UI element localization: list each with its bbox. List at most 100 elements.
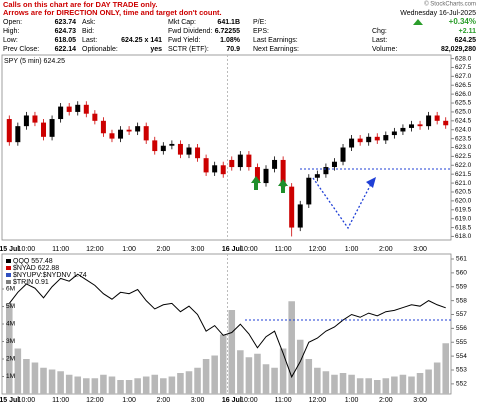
field-value: 6.72255: [215, 28, 240, 35]
field-label: Fwd Yield:: [168, 37, 200, 44]
x-tick-label: 16 Jul: [222, 246, 242, 253]
candle-body: [366, 136, 372, 143]
volume-bar: [339, 373, 347, 394]
candle-body: [195, 147, 201, 159]
volume-bar: [23, 359, 30, 394]
y-tick-label: 623.0: [455, 144, 472, 151]
candle-body: [23, 115, 29, 127]
candle-body: [41, 122, 47, 137]
y-tick-label: 3M: [6, 338, 15, 345]
field-label: Last:: [372, 37, 387, 44]
candle-body: [75, 104, 81, 112]
field-value: 618.05: [55, 37, 77, 44]
candle-body: [331, 161, 337, 168]
candle-body: [289, 186, 295, 228]
volume-bar: [108, 376, 116, 394]
y2-tick-label: 561: [456, 256, 467, 263]
volume-bar: [245, 357, 253, 394]
y2-tick-label: 558: [456, 297, 467, 304]
candle-body: [272, 159, 278, 169]
volume-bar: [416, 373, 424, 394]
direction-arrow: [312, 177, 372, 230]
volume-bar: [288, 301, 295, 394]
volume-bar: [74, 376, 82, 394]
volume-bar: [305, 359, 313, 394]
y-tick-label: 618.0: [455, 233, 472, 240]
candle-body: [374, 136, 380, 141]
x-tick-label: 2:00: [157, 397, 171, 404]
change-percent: +0.34%: [449, 17, 476, 26]
y-tick-label: 627.0: [455, 73, 472, 80]
x-tick-label: 3:00: [191, 397, 205, 404]
series-line: [8, 273, 446, 379]
candle-body: [306, 177, 312, 205]
x-tick-label: 12:00: [309, 246, 327, 253]
volume-bar: [211, 355, 218, 394]
candle-body: [246, 154, 252, 168]
field-label: Volume:: [372, 46, 397, 53]
volume-bar: [117, 380, 124, 394]
volume-bar: [399, 374, 407, 394]
candle-body: [32, 115, 38, 123]
y-tick-label: 1M: [6, 373, 15, 380]
price-panel: [1, 54, 452, 241]
volume-bar: [134, 378, 141, 394]
field-value: 624.25: [455, 37, 477, 44]
legend-label: $NYUPV:$NYDNV 1.74: [13, 272, 87, 279]
field-value: 1.08%: [220, 37, 241, 44]
candle-body: [92, 113, 98, 121]
candle-body: [83, 104, 89, 114]
candle-body: [297, 204, 303, 228]
x-tick-label: 10:00: [18, 397, 36, 404]
field-label: Optionable:: [82, 46, 118, 53]
candle-body: [177, 143, 183, 155]
volume-bar: [373, 380, 381, 394]
candle-body: [203, 158, 209, 173]
candle-body: [434, 115, 440, 121]
volume-bar: [40, 367, 47, 394]
candle-body: [58, 106, 64, 120]
candle-body: [254, 167, 260, 184]
volume-bar: [391, 376, 398, 394]
volume-bar: [6, 303, 13, 394]
candle-body: [6, 119, 12, 143]
up-triangle: [413, 19, 423, 25]
candle-body: [220, 165, 226, 175]
x-tick-label: 2:00: [379, 246, 393, 253]
volume-bar: [382, 378, 390, 394]
x-tick-label: 16 Jul: [222, 397, 242, 404]
legend-swatch: [6, 280, 11, 284]
field-label: P/E:: [253, 19, 266, 26]
legend-label: $NYAD 622.88: [13, 265, 59, 272]
volume-bar: [322, 371, 330, 394]
field-value: 624.25 x 141: [121, 37, 162, 44]
x-tick-label: 1:00: [122, 246, 136, 253]
field-label: Mkt Cap:: [168, 19, 196, 26]
candle-body: [443, 120, 449, 126]
candle-body: [400, 127, 406, 132]
volume-bar: [185, 371, 193, 394]
volume-bar: [425, 369, 432, 394]
volume-bar: [296, 339, 304, 394]
volume-bar: [194, 367, 201, 394]
volume-bar: [57, 371, 64, 394]
field-label: SCTR (ETF):: [168, 46, 209, 53]
candle-body: [408, 124, 414, 128]
copyright: © StockCharts.com: [424, 1, 476, 8]
field-label: EPS:: [253, 28, 269, 35]
y-tick-label: 621.5: [455, 171, 472, 178]
y2-tick-label: 554: [456, 353, 467, 360]
candle-body: [426, 115, 432, 127]
field-label: Prev Close:: [3, 46, 39, 53]
candle-body: [323, 167, 329, 175]
y2-tick-label: 553: [456, 367, 467, 374]
candle-body: [383, 135, 389, 141]
legend-swatch: [6, 259, 11, 263]
field-label: Last:: [82, 37, 97, 44]
x-tick-label: 2:00: [157, 246, 171, 253]
volume-bar: [314, 367, 321, 394]
field-value: 623.74: [55, 19, 77, 26]
volume-bar: [254, 353, 261, 394]
y-tick-label: 625.5: [455, 100, 472, 107]
x-tick-label: 11:00: [275, 397, 292, 404]
